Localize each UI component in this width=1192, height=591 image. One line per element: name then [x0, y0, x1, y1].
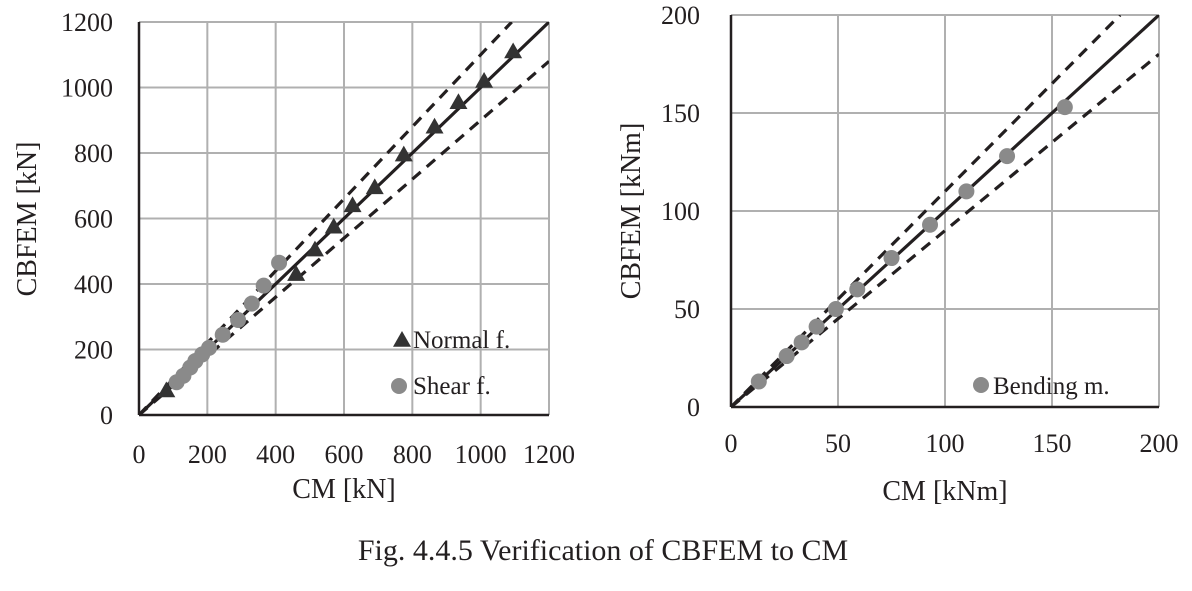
- chart1-series-2: [168, 254, 288, 391]
- chart2-series-1: [750, 99, 1073, 390]
- chart2-x-axis-label: CM [kNm]: [882, 476, 1007, 507]
- chart2: 0 50 100 150 200 0 50 100 150 200 CM [kNm] CBFEM [k…: [616, 1, 1179, 507]
- chart1-legend-label: Shear f.: [413, 373, 491, 400]
- chart1-y-tick-label: 1200: [61, 8, 113, 37]
- chart2-x-tick-label: 150: [1033, 429, 1072, 458]
- chart2-point: [827, 301, 844, 317]
- chart2-point: [750, 373, 767, 390]
- chart2-point: [922, 216, 939, 233]
- chart2-x-tick-label: 100: [926, 429, 965, 458]
- chart1-y-axis-label: CBFEM [kN]: [12, 142, 43, 297]
- chart1-x-tick-label: 200: [188, 440, 227, 469]
- figure-caption: Fig. 4.4.5 Verification of CBFEM to CM: [358, 534, 848, 567]
- chart1-y-tick-label: 0: [100, 401, 113, 430]
- chart1-legend-marker: [391, 378, 407, 394]
- chart1-point: [425, 117, 444, 134]
- chart2-point: [958, 183, 975, 200]
- chart1-point: [365, 178, 384, 195]
- chart1-point: [504, 42, 523, 59]
- chart1-point: [305, 240, 324, 257]
- chart1-point: [271, 254, 288, 271]
- chart2-y-tick-label: 150: [661, 99, 700, 128]
- chart1-x-tick-label: 600: [325, 440, 364, 469]
- chart1-tolerance-line: [139, 22, 513, 415]
- chart2-point: [778, 348, 795, 365]
- chart1-point: [449, 93, 468, 109]
- chart2-x-tick-label: 200: [1140, 429, 1179, 458]
- chart1-point: [243, 295, 260, 312]
- chart1-point: [214, 326, 231, 343]
- chart2-y-tick-label: 100: [661, 197, 700, 226]
- chart1-point: [343, 196, 362, 213]
- chart2-legend-marker: [973, 377, 989, 393]
- chart2-y-tick-label: 200: [661, 1, 700, 30]
- chart1-y-tick-label: 800: [74, 139, 113, 168]
- chart2-point: [1056, 99, 1073, 116]
- chart2-legend-label: Bending m.: [993, 373, 1110, 400]
- chart1-point: [324, 217, 343, 234]
- chart2-point: [883, 250, 900, 267]
- chart1-y-tick-label: 200: [74, 336, 113, 365]
- chart1-point: [394, 145, 413, 162]
- chart2-x-tick-label: 0: [725, 429, 738, 458]
- chart1-point: [475, 71, 494, 88]
- chart2-point: [808, 318, 825, 335]
- chart1-point: [287, 265, 306, 281]
- chart2-y-tick-label: 0: [687, 393, 700, 422]
- chart1-x-axis-label: CM [kN]: [292, 474, 395, 505]
- chart1-x-tick-label: 1000: [455, 440, 507, 469]
- chart1-y-tick-label: 1000: [61, 74, 113, 103]
- chart1-x-tick-label: 400: [256, 440, 295, 469]
- chart1-x-tick-label: 800: [393, 440, 432, 469]
- chart1-point: [230, 312, 247, 329]
- chart1-y-tick-label: 400: [74, 270, 113, 299]
- chart2-point: [849, 281, 866, 298]
- chart2-point: [793, 334, 810, 351]
- chart2-x-tick-label: 50: [825, 429, 851, 458]
- chart2-tolerance-line: [731, 15, 1122, 407]
- chart1: 0 200 400 600 800 1000 1200 0 200 400 600 800 1000 12…: [12, 8, 575, 505]
- chart1-legend-marker: [393, 331, 411, 347]
- chart2-point: [999, 148, 1016, 165]
- chart2-y-tick-label: 50: [674, 295, 700, 324]
- chart1-series-1: [157, 42, 523, 398]
- chart1-tolerance-line: [139, 60, 549, 415]
- chart1-point: [157, 381, 176, 398]
- chart1-point: [201, 339, 218, 356]
- chart1-y-tick-label: 600: [74, 205, 113, 234]
- chart1-point: [255, 277, 272, 294]
- chart1-legend-label: Normal f.: [413, 327, 510, 354]
- chart1-x-tick-label: 1200: [523, 440, 575, 469]
- chart2-y-axis-label: CBFEM [kNm]: [616, 123, 647, 300]
- chart2-tolerance-line: [731, 52, 1159, 407]
- chart1-x-tick-label: 0: [133, 440, 146, 469]
